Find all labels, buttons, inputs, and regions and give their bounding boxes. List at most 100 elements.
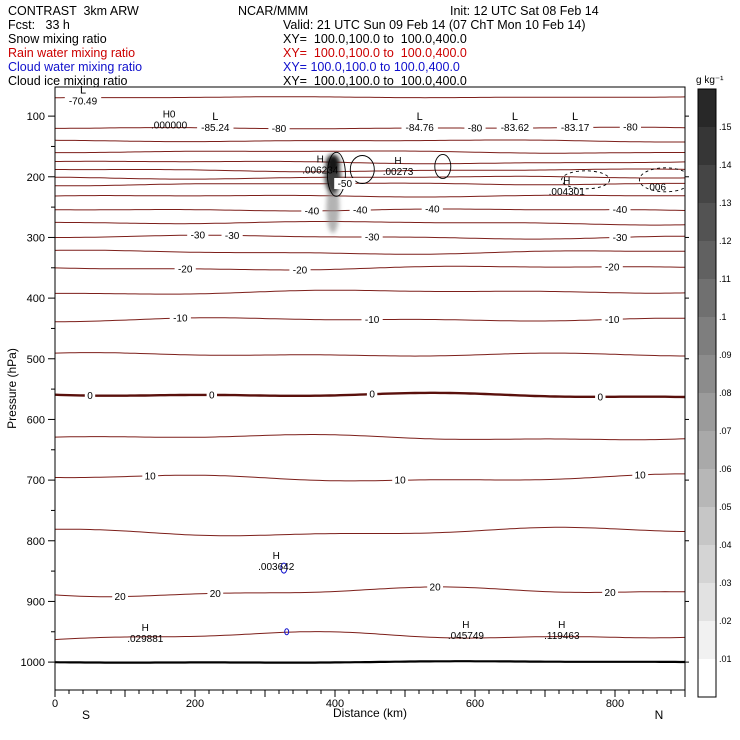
cloud-ice-contour-loop <box>638 167 685 193</box>
temperature-contour <box>55 249 685 255</box>
contour-label-box <box>602 586 618 598</box>
colorbar-segment <box>698 355 716 393</box>
colorbar-tick-label: .1 <box>719 312 727 322</box>
low-center-value: -84.76 <box>406 123 435 134</box>
contour-label: -20 <box>605 262 620 273</box>
colorbar-segment <box>698 583 716 621</box>
y-tick-label: 800 <box>27 536 45 548</box>
contour-label-box <box>595 391 606 403</box>
snow-shade-tail <box>326 181 340 234</box>
legend-field-range: XY= 100.0,100.0 to 100.0,400.0 <box>283 74 467 88</box>
y-tick-label: 700 <box>27 475 45 487</box>
contour-label: -40 <box>613 205 628 216</box>
contour-label-box <box>392 474 408 486</box>
colorbar-segment <box>698 165 716 203</box>
colorbar-tick-label: .14 <box>719 160 732 170</box>
max-marker-symbol: H <box>563 176 570 187</box>
legend-field-range: XY= 100.0,100.0 to 100.0,400.0 <box>283 46 467 60</box>
colorbar-segment <box>698 621 716 659</box>
x-tick-label: 800 <box>606 698 624 710</box>
low-center-value: -83.17 <box>561 123 590 134</box>
contour-label: -10 <box>365 315 380 326</box>
contour-label-box <box>169 312 191 324</box>
x-tick-label: 0 <box>52 698 58 710</box>
contour-label: 0 <box>598 392 604 403</box>
section-start-label: S <box>82 708 90 722</box>
cloud-ice-contour-loop <box>561 170 611 190</box>
contour-label-box <box>112 591 128 603</box>
temperature-contour <box>55 473 685 482</box>
contour-label-box <box>361 231 383 243</box>
max-marker-value: .00273 <box>383 167 414 178</box>
colorbar: .15 .14 .13 .12 .11 .1 .09 .08 .07 .06 .05 .04 .03 .0… <box>696 75 732 698</box>
y-tick-label: 600 <box>27 414 45 426</box>
temperature-contour <box>55 265 685 271</box>
contour-label-box <box>289 264 311 276</box>
temperature-contour <box>55 434 685 441</box>
colorbar-segment <box>698 241 716 279</box>
cloud-ice-contour-loop <box>349 155 375 184</box>
contour-label: 10 <box>395 476 407 487</box>
y-tick-label: 100 <box>27 111 45 123</box>
colorbar-segment <box>698 469 716 507</box>
colorbar-segment <box>698 203 716 241</box>
low-center-symbol: L <box>512 111 518 123</box>
max-marker-value: .006234 <box>302 165 339 176</box>
low-center-value: -85.24 <box>201 123 230 134</box>
colorbar-tick-label: .08 <box>719 388 732 398</box>
contour-label: -50 <box>338 179 353 190</box>
contour-label: -20 <box>178 264 193 275</box>
colorbar-segment <box>698 507 716 545</box>
init-time: Init: 12 UTC Sat 08 Feb 14 <box>450 4 599 18</box>
legend-field-label: Cloud ice mixing ratio <box>8 74 128 88</box>
low-value-box <box>197 122 234 134</box>
low-value-box <box>496 122 534 134</box>
temperature-contour <box>55 194 685 198</box>
colorbar-units-label: g kg⁻¹ <box>696 75 724 86</box>
y-tick-label: 200 <box>27 172 45 184</box>
model-title: CONTRAST 3km ARW <box>8 4 139 18</box>
colorbar-segment <box>698 89 716 127</box>
max-marker-value: 006 <box>649 182 666 193</box>
section-end-label: N <box>655 708 664 722</box>
y-tick-label: 300 <box>27 232 45 244</box>
y-tick-label: 1000 <box>21 657 45 669</box>
x-tick-label: 600 <box>466 698 484 710</box>
contour-label: 20 <box>430 582 442 593</box>
contour-label: -40 <box>305 206 320 217</box>
legend-field-label: Rain water mixing ratio <box>8 46 136 60</box>
y-axis-title: Pressure (hPa) <box>5 348 19 429</box>
temperature-contour <box>55 182 685 187</box>
contour-label: -10 <box>173 314 188 325</box>
contour-label-box <box>609 231 631 243</box>
cloud-ice-contour-loop <box>434 154 452 179</box>
legend-field-label: Cloud water mixing ratio <box>8 60 143 74</box>
contour-label: 20 <box>115 592 127 603</box>
temperature-contour <box>55 352 685 357</box>
colorbar-tick-label: .09 <box>719 350 732 360</box>
max-marker-symbol: H <box>558 620 565 631</box>
contour-label-box <box>632 469 649 481</box>
max-marker-symbol: H <box>273 551 280 562</box>
max-marker-symbol: H <box>142 623 149 634</box>
contour-layer <box>55 96 685 664</box>
colorbar-segment <box>698 279 716 317</box>
colorbar-segment <box>698 393 716 431</box>
contour-label-box <box>334 177 356 189</box>
legend-field-range: XY= 100.0,100.0 to 100.0,400.0 <box>283 60 460 74</box>
contour-label: -30 <box>225 231 240 242</box>
contour-label-box <box>142 470 159 482</box>
contour-label: -80 <box>468 124 483 135</box>
contour-label: -40 <box>425 205 440 216</box>
contour-label: -30 <box>613 233 628 244</box>
colorbar-tick-label: .07 <box>719 426 732 436</box>
y-tick-label: 400 <box>27 293 45 305</box>
contour-label-box <box>221 229 243 241</box>
cloud-water-contour-loop <box>280 562 288 574</box>
low-value-box <box>64 96 102 108</box>
max-marker-value: .045749 <box>448 631 485 642</box>
colorbar-frame <box>697 88 717 698</box>
temperature-contour <box>55 96 685 99</box>
